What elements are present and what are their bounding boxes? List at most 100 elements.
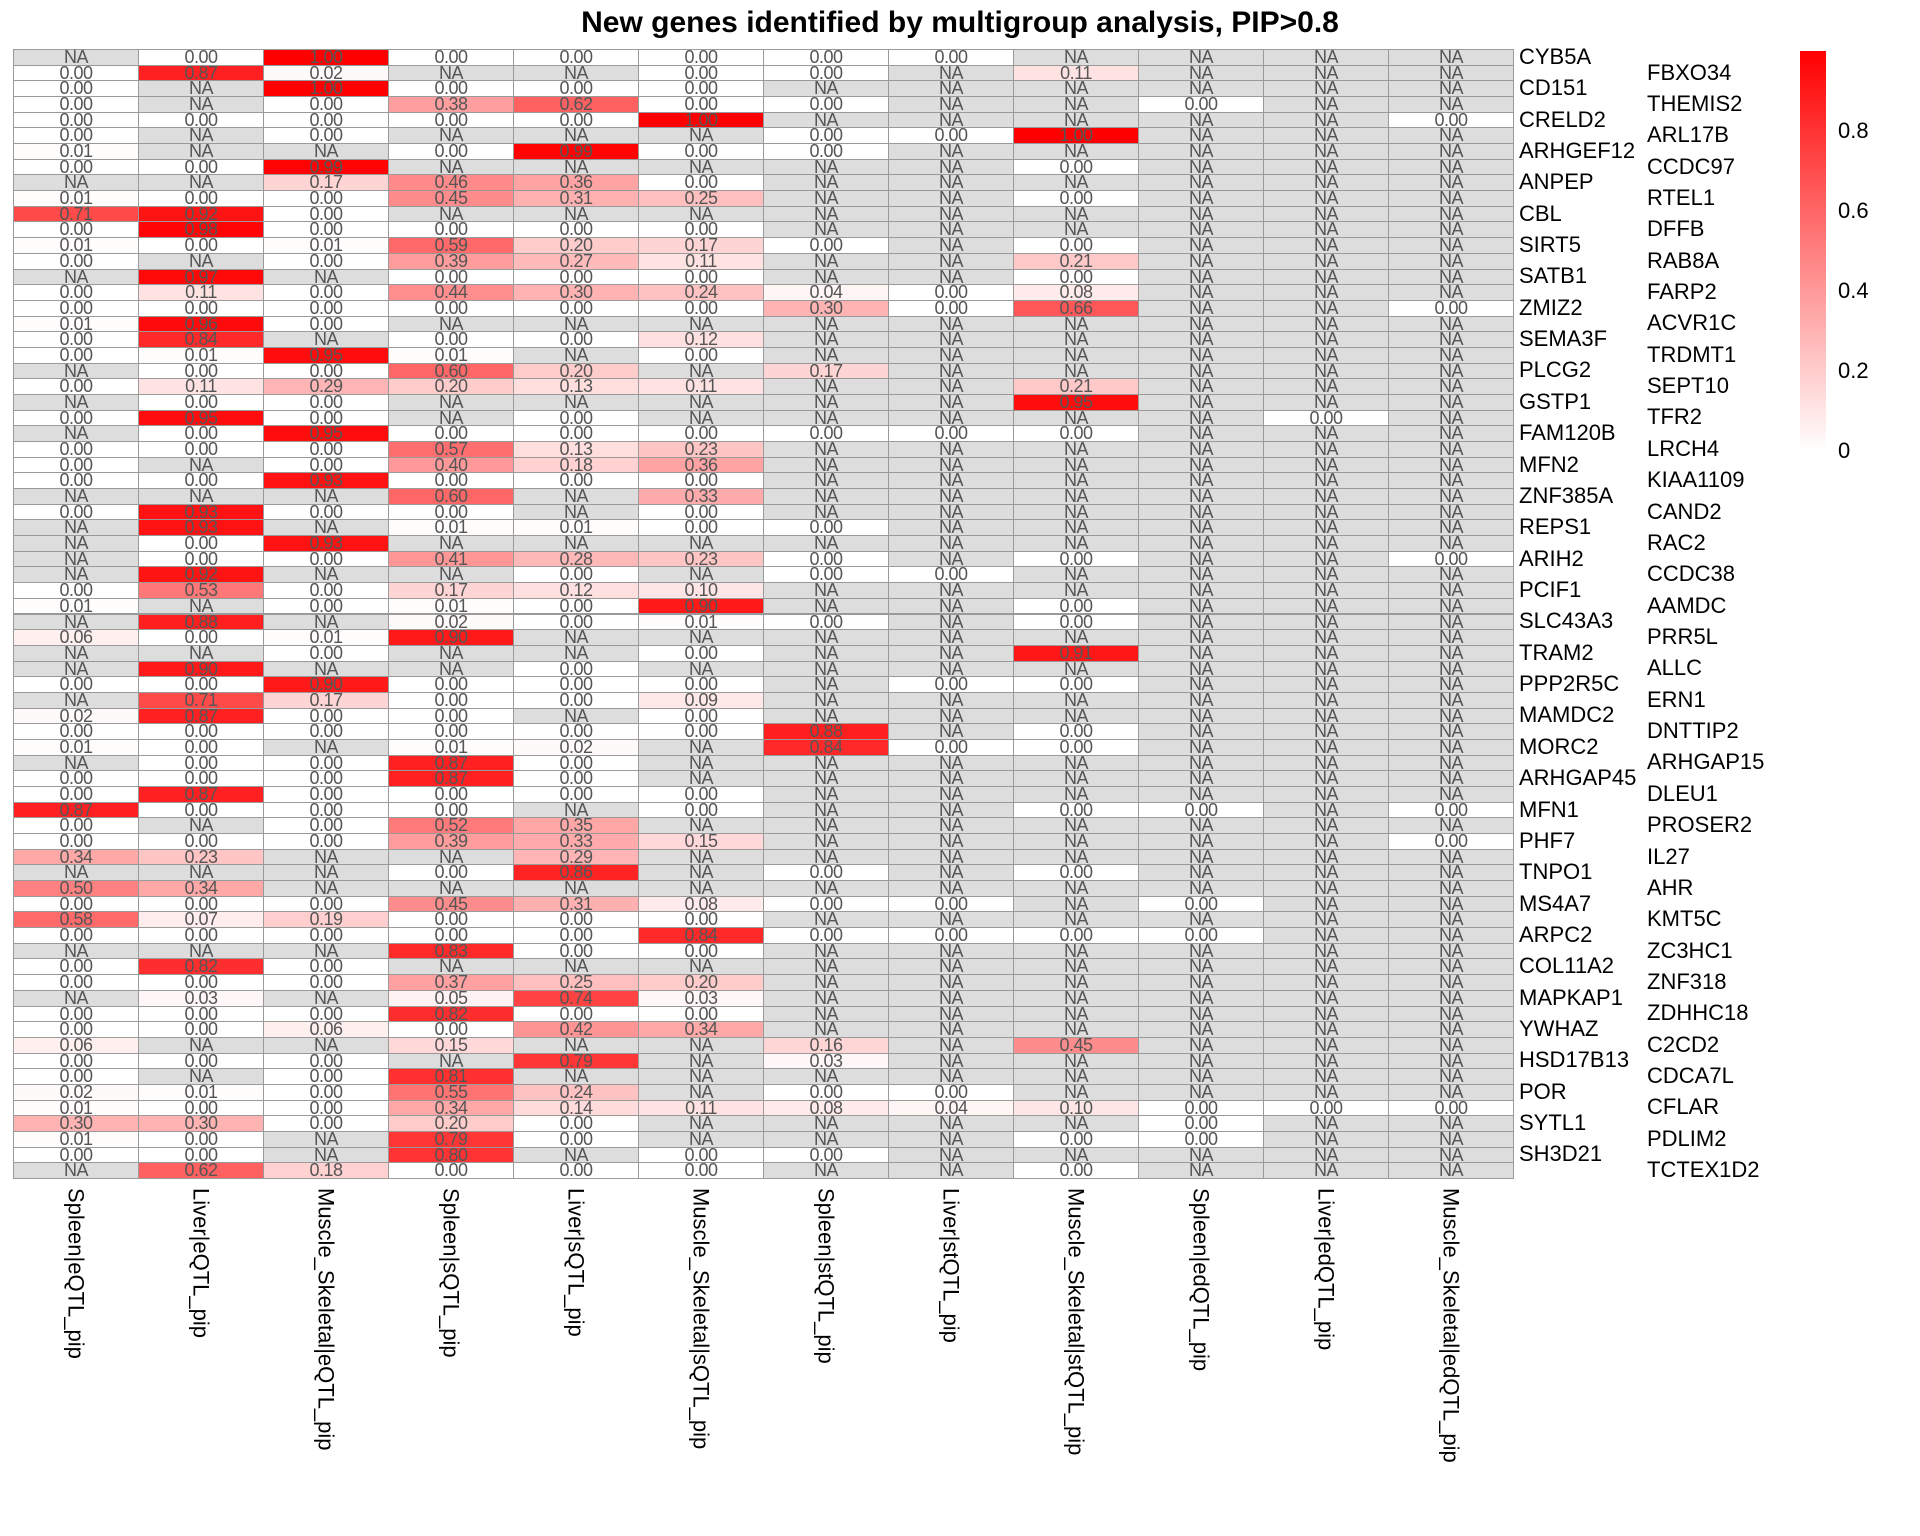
heatmap-cell: NA <box>1388 158 1514 176</box>
heatmap-cell: NA <box>763 833 889 850</box>
column-label: Muscle_Skeletal|edQTL_pip <box>1438 1188 1464 1463</box>
heatmap-cell: NA <box>1138 785 1264 803</box>
heatmap-cell: NA <box>763 1130 889 1148</box>
heatmap-cell: NA <box>1263 346 1389 364</box>
heatmap-cell: 0.42 <box>513 1021 639 1038</box>
heatmap-cell: 0.19 <box>263 911 389 929</box>
heatmap-cell: NA <box>13 488 139 505</box>
heatmap-cell: 0.00 <box>263 503 389 521</box>
heatmap-cell: NA <box>513 801 639 819</box>
heatmap-cell: 0.00 <box>1013 237 1139 254</box>
heatmap-cell: 0.84 <box>138 331 264 348</box>
heatmap-cell: NA <box>888 346 1014 364</box>
heatmap-cell: NA <box>888 1036 1014 1054</box>
heatmap-cell: NA <box>138 817 264 835</box>
heatmap-cell: NA <box>1138 1162 1264 1179</box>
heatmap-cell: 0.00 <box>638 801 764 819</box>
heatmap-cell: 0.58 <box>13 911 139 929</box>
heatmap-cell: 0.00 <box>638 80 764 98</box>
heatmap-cell: NA <box>888 660 1014 678</box>
heatmap-cell: NA <box>1013 346 1139 364</box>
heatmap-cell: 0.25 <box>513 974 639 991</box>
heatmap-cell: 0.00 <box>13 582 139 599</box>
heatmap-cell: NA <box>1388 958 1514 976</box>
heatmap-cell: 0.00 <box>1138 895 1264 913</box>
heatmap-cell: 0.93 <box>138 519 264 537</box>
heatmap-cell: 0.00 <box>513 927 639 944</box>
heatmap-cell: 0.74 <box>513 989 639 1007</box>
heatmap-cell: 0.00 <box>513 425 639 442</box>
heatmap-cell: 0.00 <box>763 864 889 882</box>
heatmap-cell: NA <box>888 582 1014 599</box>
heatmap-cell: NA <box>1013 582 1139 599</box>
heatmap-cell: 0.24 <box>638 284 764 301</box>
heatmap-cell: 0.00 <box>138 895 264 913</box>
heatmap-cell: 0.92 <box>138 205 264 223</box>
heatmap-cell: 0.08 <box>763 1099 889 1117</box>
heatmap-cell: 0.82 <box>138 958 264 976</box>
heatmap-cell: NA <box>763 582 889 599</box>
heatmap-cell: 0.00 <box>1013 801 1139 819</box>
heatmap-cell: 0.00 <box>638 707 764 725</box>
heatmap-cell: NA <box>1138 597 1264 615</box>
heatmap-cell: 0.00 <box>263 111 389 129</box>
heatmap-cell: NA <box>1138 158 1264 176</box>
heatmap-cell: NA <box>513 346 639 364</box>
heatmap-cell: NA <box>513 503 639 521</box>
heatmap-cell: 0.00 <box>263 1068 389 1085</box>
heatmap-cell: 0.00 <box>513 660 639 678</box>
heatmap-cell: 0.31 <box>513 895 639 913</box>
heatmap-cell: NA <box>1263 143 1389 160</box>
column-label: Liver|sQTL_pip <box>563 1188 589 1337</box>
heatmap-cell: 0.71 <box>13 205 139 223</box>
heatmap-cell: NA <box>1263 1005 1389 1023</box>
heatmap-cell: NA <box>1388 409 1514 427</box>
heatmap-cell: 0.00 <box>263 1052 389 1070</box>
heatmap-cell: 0.00 <box>138 738 264 756</box>
row-label: ARHGEF12 <box>1519 137 1636 163</box>
chart-title: New genes identified by multigroup analy… <box>581 6 1339 39</box>
heatmap-cell: NA <box>888 1162 1014 1179</box>
heatmap-cell: NA <box>638 1115 764 1132</box>
heatmap-cell: NA <box>763 785 889 803</box>
heatmap-cell: NA <box>388 315 514 333</box>
heatmap-cell: NA <box>1263 691 1389 709</box>
heatmap-cell: NA <box>1138 1052 1264 1070</box>
heatmap-cell: 0.87 <box>138 707 264 725</box>
heatmap-cell: NA <box>1388 1021 1514 1038</box>
heatmap-cell: NA <box>13 174 139 192</box>
heatmap-cell: 0.00 <box>888 425 1014 442</box>
heatmap-cell: NA <box>888 550 1014 568</box>
heatmap-cell: NA <box>1388 503 1514 521</box>
heatmap-cell: 0.00 <box>1388 801 1514 819</box>
heatmap-cell: 0.00 <box>13 299 139 317</box>
heatmap-cell: 0.00 <box>763 895 889 913</box>
heatmap-cell: 0.10 <box>638 582 764 599</box>
heatmap-cell: 0.00 <box>888 284 1014 301</box>
heatmap-cell: 0.00 <box>638 676 764 693</box>
heatmap-cell: NA <box>888 1068 1014 1085</box>
heatmap-cell: 0.00 <box>13 80 139 98</box>
heatmap-cell: NA <box>1013 143 1139 160</box>
heatmap-cell: 0.00 <box>1013 738 1139 756</box>
row-label: HSD17B13 <box>1519 1047 1630 1073</box>
heatmap-cell: 0.00 <box>513 566 639 584</box>
heatmap-cell: 0.60 <box>388 488 514 505</box>
heatmap-cell: NA <box>1138 974 1264 991</box>
row-label: FBXO34 <box>1647 59 1732 85</box>
heatmap-cell: NA <box>138 456 264 474</box>
heatmap-cell: NA <box>1388 80 1514 98</box>
heatmap-cell: 0.00 <box>1263 409 1389 427</box>
heatmap-cell: 0.01 <box>638 613 764 631</box>
heatmap-cell: 0.00 <box>638 143 764 160</box>
heatmap-cell: NA <box>13 660 139 678</box>
heatmap-cell: 0.13 <box>513 441 639 458</box>
heatmap-cell: 0.01 <box>263 237 389 254</box>
heatmap-cell: 0.00 <box>13 1052 139 1070</box>
row-label: SEMA3F <box>1519 326 1608 352</box>
heatmap-cell: 1.00 <box>638 111 764 129</box>
heatmap-cell: 0.00 <box>263 582 389 599</box>
heatmap-cell: NA <box>1138 127 1264 145</box>
heatmap-cell: 0.00 <box>638 723 764 740</box>
legend-tick-label: 0 <box>1838 438 1851 463</box>
